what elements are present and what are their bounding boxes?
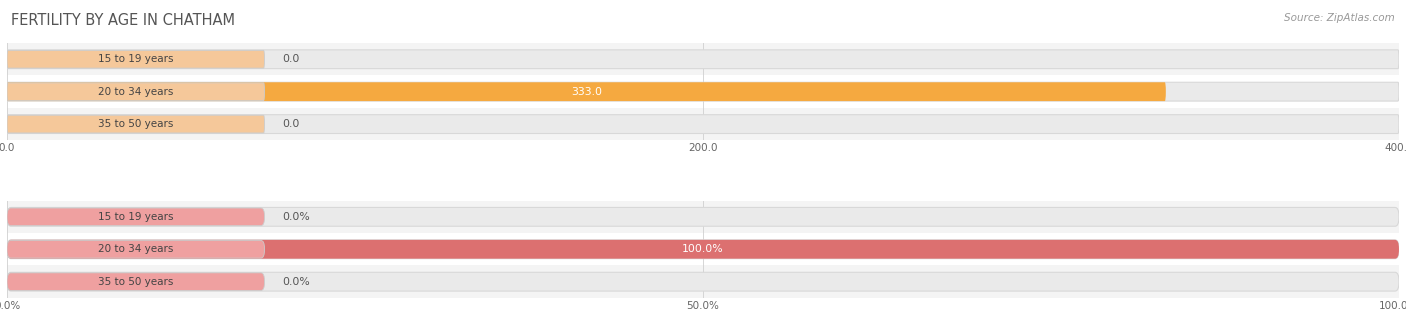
FancyBboxPatch shape bbox=[7, 240, 264, 258]
FancyBboxPatch shape bbox=[7, 240, 1399, 259]
Text: 35 to 50 years: 35 to 50 years bbox=[98, 119, 173, 129]
FancyBboxPatch shape bbox=[7, 50, 1399, 69]
Text: 15 to 19 years: 15 to 19 years bbox=[98, 212, 173, 222]
FancyBboxPatch shape bbox=[7, 82, 1399, 101]
Text: 20 to 34 years: 20 to 34 years bbox=[98, 87, 173, 97]
FancyBboxPatch shape bbox=[7, 208, 1399, 226]
Text: 0.0%: 0.0% bbox=[283, 212, 311, 222]
FancyBboxPatch shape bbox=[7, 240, 1399, 259]
FancyBboxPatch shape bbox=[7, 208, 264, 226]
Text: 15 to 19 years: 15 to 19 years bbox=[98, 54, 173, 64]
Text: 100.0%: 100.0% bbox=[682, 244, 724, 254]
FancyBboxPatch shape bbox=[7, 50, 264, 68]
Text: Source: ZipAtlas.com: Source: ZipAtlas.com bbox=[1284, 13, 1395, 23]
FancyBboxPatch shape bbox=[7, 273, 264, 291]
FancyBboxPatch shape bbox=[7, 272, 1399, 291]
Bar bbox=[7, 43, 1399, 75]
Text: 0.0%: 0.0% bbox=[283, 277, 311, 287]
Text: FERTILITY BY AGE IN CHATHAM: FERTILITY BY AGE IN CHATHAM bbox=[11, 13, 235, 28]
Bar bbox=[7, 108, 1399, 140]
Bar bbox=[7, 265, 1399, 298]
Text: 333.0: 333.0 bbox=[571, 87, 602, 97]
Bar bbox=[7, 201, 1399, 233]
Text: 0.0: 0.0 bbox=[283, 119, 299, 129]
Bar bbox=[7, 75, 1399, 108]
Bar bbox=[7, 233, 1399, 265]
FancyBboxPatch shape bbox=[7, 82, 1166, 101]
FancyBboxPatch shape bbox=[7, 115, 1399, 133]
Text: 35 to 50 years: 35 to 50 years bbox=[98, 277, 173, 287]
Text: 20 to 34 years: 20 to 34 years bbox=[98, 244, 173, 254]
FancyBboxPatch shape bbox=[7, 83, 264, 101]
FancyBboxPatch shape bbox=[7, 115, 264, 133]
Text: 0.0: 0.0 bbox=[283, 54, 299, 64]
